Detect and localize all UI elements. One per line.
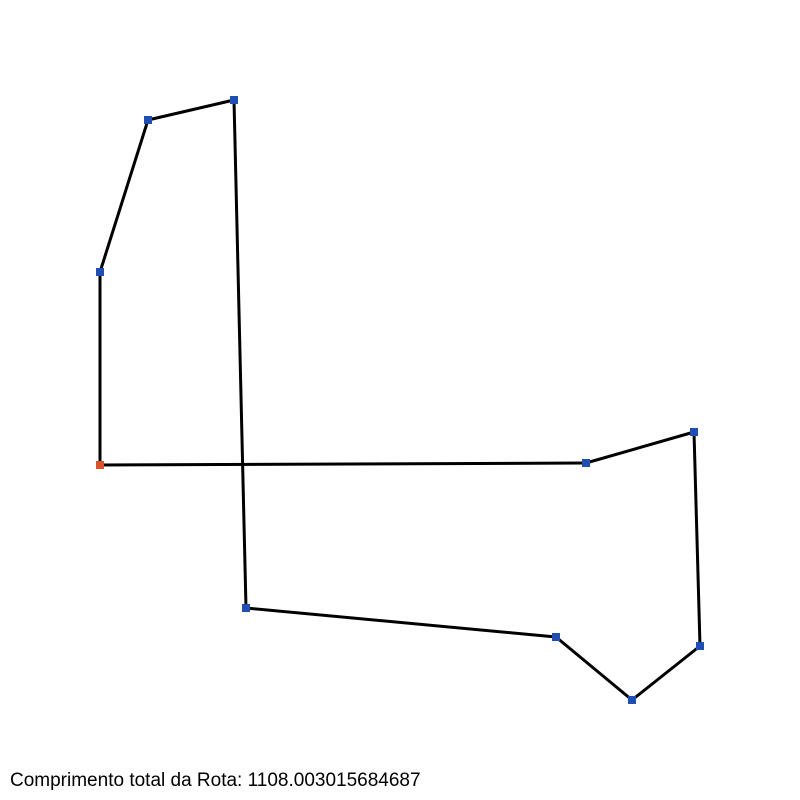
route-node: [582, 459, 590, 467]
route-node: [230, 96, 238, 104]
route-node: [696, 642, 704, 650]
route-edge: [146, 98, 236, 122]
route-node: [628, 696, 636, 704]
route-edge: [98, 118, 150, 274]
route-node: [242, 604, 250, 612]
route-length-label: Comprimento total da Rota: 1108.00301568…: [10, 770, 421, 791]
route-nodes: [96, 96, 704, 704]
route-edge: [692, 430, 702, 648]
route-edge: [630, 644, 702, 702]
route-start-node: [96, 461, 104, 469]
route-edge: [232, 98, 248, 610]
route-edge: [98, 461, 588, 467]
route-node: [552, 633, 560, 641]
route-edge: [554, 635, 634, 702]
route-node: [690, 428, 698, 436]
route-node: [144, 116, 152, 124]
route-edge: [244, 606, 558, 639]
route-edges: [98, 98, 702, 702]
route-edge: [584, 430, 696, 465]
route-node: [96, 268, 104, 276]
